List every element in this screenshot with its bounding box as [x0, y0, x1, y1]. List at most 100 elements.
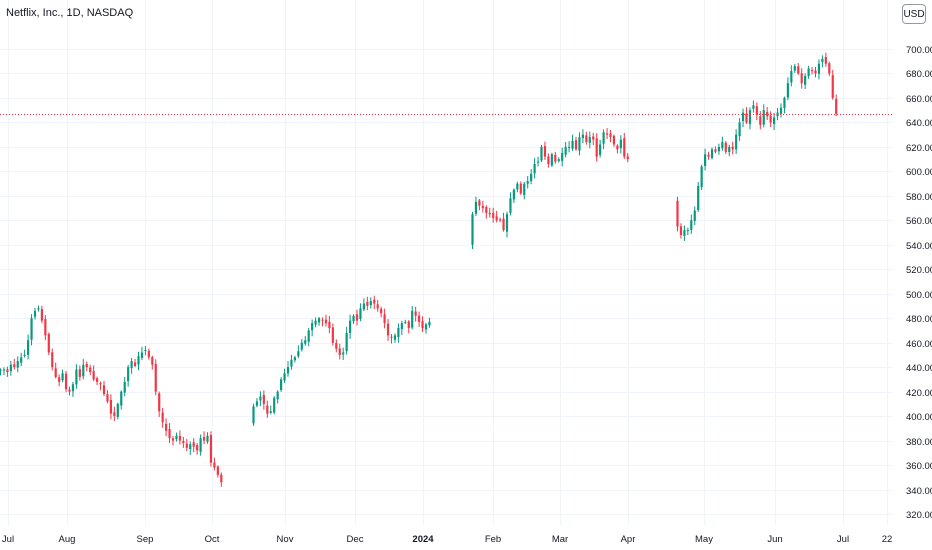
candle — [168, 423, 171, 444]
candle — [280, 377, 283, 392]
candle — [259, 391, 262, 407]
candle — [390, 334, 393, 344]
time-tick-label: Jun — [767, 534, 782, 545]
candle — [324, 314, 328, 327]
candle — [485, 205, 488, 219]
candle — [612, 134, 616, 147]
candle — [478, 198, 481, 211]
candle — [731, 141, 734, 155]
candle — [807, 65, 810, 79]
candle — [717, 143, 720, 155]
candle — [400, 320, 403, 336]
candle — [369, 297, 372, 309]
candle — [704, 148, 707, 171]
candle — [797, 62, 800, 75]
candle — [321, 317, 324, 327]
candle — [814, 66, 817, 78]
candle — [189, 441, 192, 456]
candle — [120, 390, 123, 410]
candle — [182, 436, 185, 448]
price-tick-label: 560.00 — [906, 216, 932, 227]
candle — [290, 354, 293, 370]
candle — [762, 104, 765, 128]
candle — [804, 73, 807, 90]
candle — [130, 357, 133, 374]
candle — [393, 333, 397, 343]
candle — [64, 371, 68, 393]
currency-button[interactable]: USD — [902, 4, 926, 24]
candle — [578, 132, 581, 156]
price-tick-label: 440.00 — [906, 363, 932, 374]
candle — [349, 314, 352, 339]
candle — [509, 192, 512, 216]
time-tick-label: Apr — [621, 534, 636, 545]
price-axis[interactable]: 320.00 340.00 360.00 380.00 400.00 420.00 440.… — [906, 45, 932, 521]
candle — [300, 338, 303, 352]
price-tick-label: 580.00 — [906, 192, 932, 203]
candle — [147, 348, 150, 360]
candle — [609, 129, 612, 143]
candle — [773, 112, 776, 131]
time-tick-label: Nov — [277, 534, 294, 545]
candle — [407, 320, 410, 334]
candle — [293, 355, 296, 363]
candle — [626, 152, 629, 163]
candle — [307, 327, 310, 347]
candle — [831, 69, 834, 100]
candle — [359, 303, 362, 322]
candle — [602, 129, 605, 150]
candle — [516, 181, 519, 193]
candle — [599, 139, 602, 158]
candle — [561, 147, 564, 167]
price-tick-label: 540.00 — [906, 241, 932, 252]
candle — [304, 336, 307, 346]
candle — [255, 398, 259, 408]
candle — [96, 376, 99, 386]
candle — [779, 103, 783, 118]
candle — [82, 358, 85, 380]
candle — [0, 368, 2, 376]
candle — [58, 374, 61, 387]
candle — [286, 361, 290, 377]
candle — [276, 390, 279, 404]
candle — [44, 315, 47, 341]
candle — [530, 169, 533, 185]
candle — [317, 316, 321, 326]
time-tick-label: 2024 — [412, 534, 434, 545]
candle — [75, 364, 78, 389]
time-tick-label: Mar — [552, 534, 568, 545]
time-tick-label: Aug — [59, 534, 76, 545]
candle — [33, 307, 37, 320]
symbol-title[interactable]: Netflix, Inc., 1D, NASDAQ — [6, 7, 134, 19]
candle — [728, 144, 731, 157]
price-tick-label: 500.00 — [906, 290, 932, 301]
candle — [27, 334, 30, 360]
candle — [209, 431, 213, 467]
candle — [505, 211, 509, 238]
candle — [523, 181, 526, 200]
candle — [411, 305, 414, 330]
candle — [786, 77, 789, 101]
price-tick-label: 340.00 — [906, 486, 932, 497]
candle — [92, 365, 95, 382]
candle — [550, 152, 553, 168]
grid — [0, 0, 893, 525]
candle — [199, 434, 202, 456]
candle — [13, 358, 16, 370]
candle — [123, 376, 126, 397]
candle — [366, 296, 369, 311]
candle — [89, 364, 92, 376]
candle — [741, 108, 745, 127]
candle — [133, 358, 137, 368]
time-axis[interactable]: Jul Aug Sep Oct Nov Dec 2024 Feb Mar Apr May Jun Jul… — [2, 534, 892, 545]
candle — [397, 323, 400, 343]
candle — [158, 391, 161, 417]
candle — [766, 107, 769, 121]
candle — [127, 364, 130, 387]
candle — [619, 135, 622, 154]
candle — [196, 442, 199, 455]
candle — [745, 107, 748, 124]
candle — [824, 52, 827, 67]
candle — [220, 472, 223, 487]
